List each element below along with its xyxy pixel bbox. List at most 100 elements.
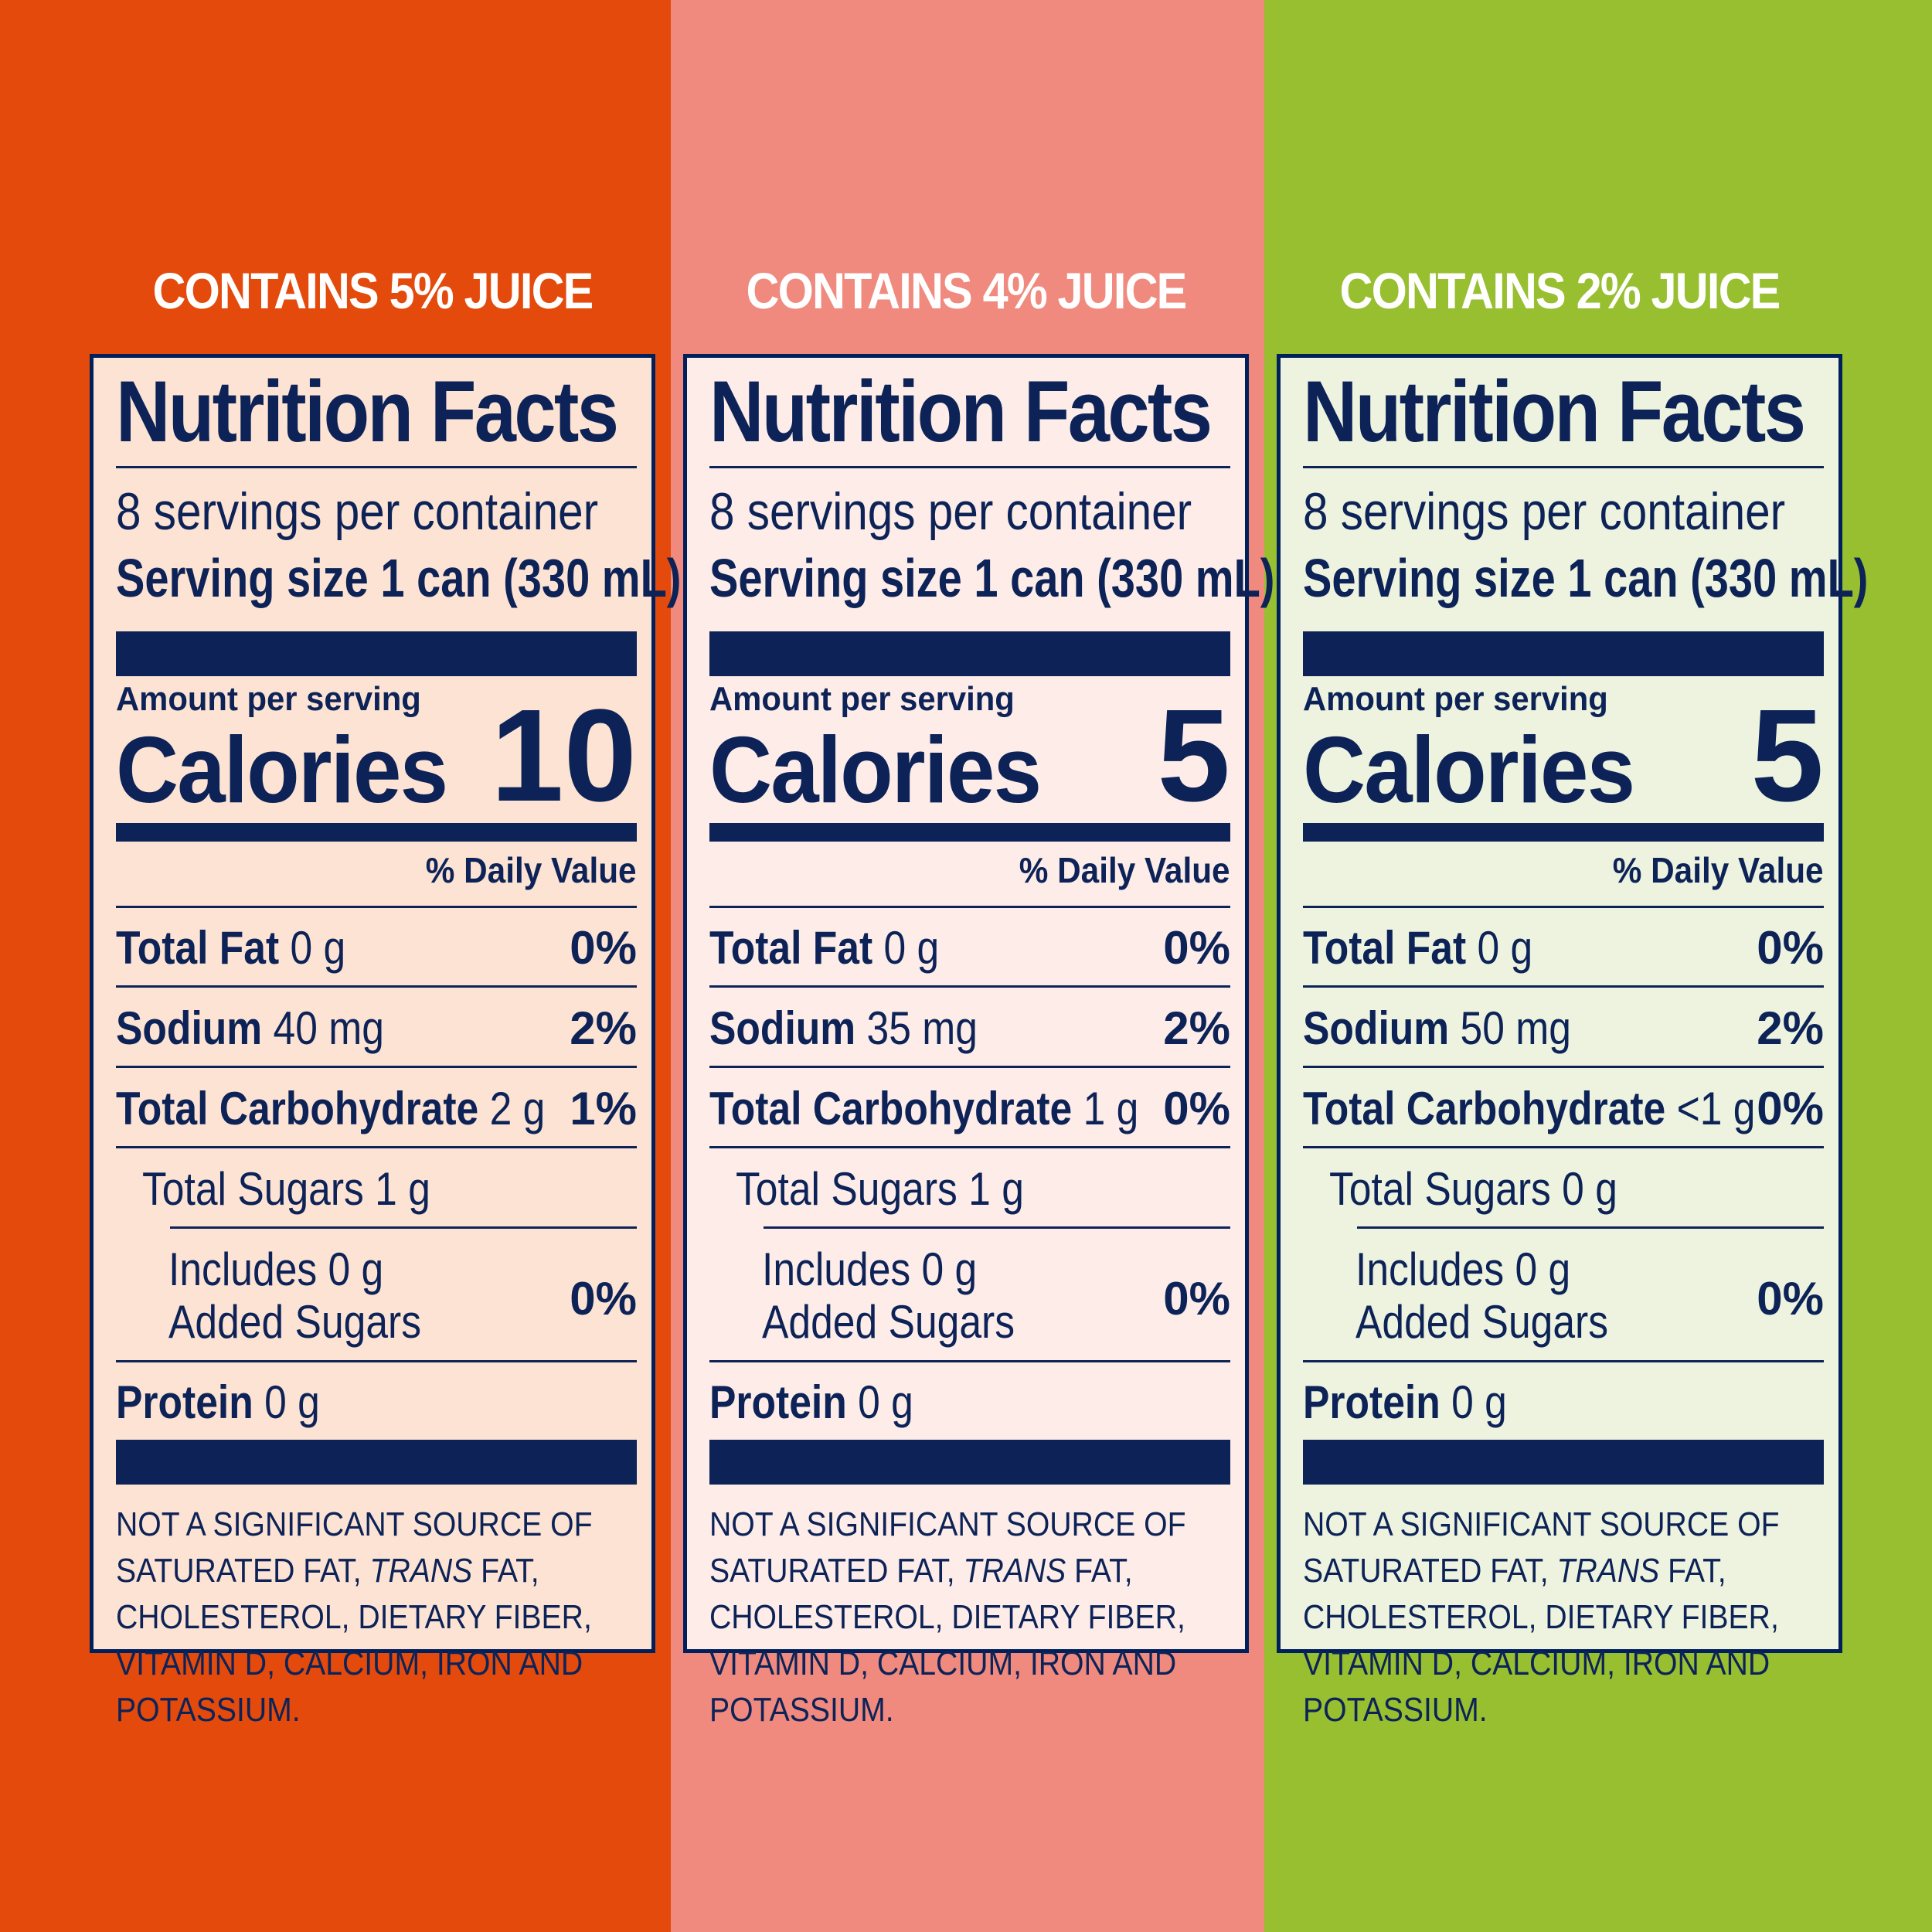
divider <box>709 1146 1230 1148</box>
total-sugars-row: Total Sugars 1 g <box>736 1166 1024 1213</box>
calories-value: 5 <box>1750 682 1824 829</box>
footnote-trans: TRANS <box>369 1552 473 1590</box>
includes-added-sugars-line1: Includes 0 g <box>1355 1243 1571 1295</box>
total-sugars-row: Total Sugars 0 g <box>1329 1166 1617 1213</box>
footnote-text-b: FAT, CHOLESTEROL, DIETARY FIBER, VITAMIN… <box>116 1552 592 1729</box>
sugars-amount: 1 g <box>968 1163 1024 1215</box>
serving-size: Serving size 1 can (330 mL) <box>709 548 1275 608</box>
divider <box>1303 466 1824 468</box>
sugars-amount: 0 g <box>1562 1163 1617 1215</box>
nutrition-facts-title: Nutrition Facts <box>116 363 619 460</box>
total-carbohydrate-row: Total Carbohydrate 1 g <box>709 1086 1138 1132</box>
total-fat-label: Total Fat <box>116 922 280 974</box>
sodium-row: Sodium 40 mg <box>116 1005 384 1052</box>
added-sugars-dv: 0% <box>1163 1273 1230 1325</box>
total-fat-dv: 0% <box>1757 922 1824 974</box>
total-fat-dv: 0% <box>1163 922 1230 974</box>
carbohydrate-label: Total Carbohydrate <box>116 1083 479 1134</box>
juice-percentage-heading: CONTAINS 2% JUICE <box>1339 262 1781 319</box>
total-fat-row: Total Fat 0 g <box>1303 925 1532 971</box>
divider <box>1303 906 1824 908</box>
protein-label: Protein <box>116 1376 253 1428</box>
sodium-row: Sodium 35 mg <box>709 1005 978 1052</box>
includes-added-sugars-line1: Includes 0 g <box>762 1243 978 1295</box>
sugars-label: Total Sugars <box>142 1163 364 1215</box>
sodium-dv: 2% <box>1163 1002 1230 1054</box>
total-fat-amount: 0 g <box>290 922 346 974</box>
sodium-dv: 2% <box>570 1002 637 1054</box>
thick-divider <box>116 631 637 676</box>
added-sugars-dv: 0% <box>1757 1273 1824 1325</box>
nutrition-facts-panel: Nutrition Facts 8 servings per container… <box>683 354 1274 1729</box>
sodium-label: Sodium <box>709 1002 856 1054</box>
divider <box>116 1146 637 1148</box>
footnote: NOT A SIGNIFICANT SOURCE OF SATURATED FA… <box>709 1502 1232 1733</box>
total-sugars-row: Total Sugars 1 g <box>142 1166 430 1213</box>
divider <box>709 1066 1230 1068</box>
includes-added-sugars-line2: Added Sugars <box>1355 1296 1609 1348</box>
divider <box>709 466 1230 468</box>
divider <box>764 1226 1230 1229</box>
sodium-dv: 2% <box>1757 1002 1824 1054</box>
carbohydrate-dv: 0% <box>1757 1083 1824 1134</box>
sodium-amount: 50 mg <box>1460 1002 1571 1054</box>
juice-percentage-heading: CONTAINS 4% JUICE <box>746 262 1187 319</box>
juice-percentage-heading: CONTAINS 5% JUICE <box>152 262 594 319</box>
divider <box>1303 1146 1824 1148</box>
thick-divider <box>709 631 1230 676</box>
sugars-label: Total Sugars <box>1329 1163 1551 1215</box>
nutrition-facts-title: Nutrition Facts <box>709 363 1213 460</box>
calories-label: Calories <box>116 717 448 822</box>
total-carbohydrate-row: Total Carbohydrate 2 g <box>116 1086 545 1132</box>
total-fat-row: Total Fat 0 g <box>116 925 345 971</box>
thick-divider <box>709 823 1230 842</box>
divider <box>116 1066 637 1068</box>
sodium-label: Sodium <box>1303 1002 1450 1054</box>
daily-value-header: % Daily Value <box>1019 850 1230 890</box>
footnote-text-a: NOT A SIGNIFICANT SOURCE OF SATURATED FA… <box>116 1505 593 1590</box>
divider <box>116 1360 637 1362</box>
thick-divider <box>709 1440 1230 1485</box>
thick-divider <box>1303 631 1824 676</box>
carbohydrate-amount: <1 g <box>1676 1083 1756 1134</box>
sodium-row: Sodium 50 mg <box>1303 1005 1571 1052</box>
total-fat-label: Total Fat <box>1303 922 1467 974</box>
serving-size: Serving size 1 can (330 mL) <box>116 548 682 608</box>
calories-label: Calories <box>1303 717 1635 822</box>
carbohydrate-label: Total Carbohydrate <box>1303 1083 1666 1134</box>
calories-label: Calories <box>709 717 1042 822</box>
carbohydrate-label: Total Carbohydrate <box>709 1083 1073 1134</box>
protein-amount: 0 g <box>858 1376 913 1428</box>
sodium-amount: 35 mg <box>866 1002 978 1054</box>
carbohydrate-amount: 2 g <box>489 1083 546 1134</box>
divider <box>709 906 1230 908</box>
total-fat-amount: 0 g <box>1477 922 1533 974</box>
footnote-trans: TRANS <box>1556 1552 1660 1590</box>
carbohydrate-amount: 1 g <box>1083 1083 1139 1134</box>
nutrition-facts-title: Nutrition Facts <box>1303 363 1806 460</box>
protein-row: Protein 0 g <box>1303 1379 1507 1426</box>
divider <box>1303 985 1824 988</box>
carbohydrate-dv: 1% <box>570 1083 637 1134</box>
servings-per-container: 8 servings per container <box>116 482 599 541</box>
divider <box>1303 1066 1824 1068</box>
footnote-text-b: FAT, CHOLESTEROL, DIETARY FIBER, VITAMIN… <box>1303 1552 1779 1729</box>
protein-amount: 0 g <box>264 1376 320 1428</box>
protein-row: Protein 0 g <box>709 1379 913 1426</box>
thick-divider <box>1303 1440 1824 1485</box>
amount-per-serving: Amount per serving <box>116 680 421 718</box>
includes-added-sugars-line2: Added Sugars <box>168 1296 422 1348</box>
added-sugars-dv: 0% <box>570 1273 637 1325</box>
divider <box>709 1360 1230 1362</box>
nutrition-facts-panel: Nutrition Facts 8 servings per container… <box>1277 354 1868 1729</box>
protein-label: Protein <box>709 1376 847 1428</box>
divider <box>709 985 1230 988</box>
total-fat-label: Total Fat <box>709 922 873 974</box>
thick-divider <box>1303 823 1824 842</box>
footnote: NOT A SIGNIFICANT SOURCE OF SATURATED FA… <box>1303 1502 1825 1733</box>
footnote-text-a: NOT A SIGNIFICANT SOURCE OF SATURATED FA… <box>709 1505 1186 1590</box>
footnote-text-a: NOT A SIGNIFICANT SOURCE OF SATURATED FA… <box>1303 1505 1780 1590</box>
includes-added-sugars-line2: Added Sugars <box>762 1296 1015 1348</box>
sodium-amount: 40 mg <box>273 1002 384 1054</box>
footnote: NOT A SIGNIFICANT SOURCE OF SATURATED FA… <box>116 1502 638 1733</box>
